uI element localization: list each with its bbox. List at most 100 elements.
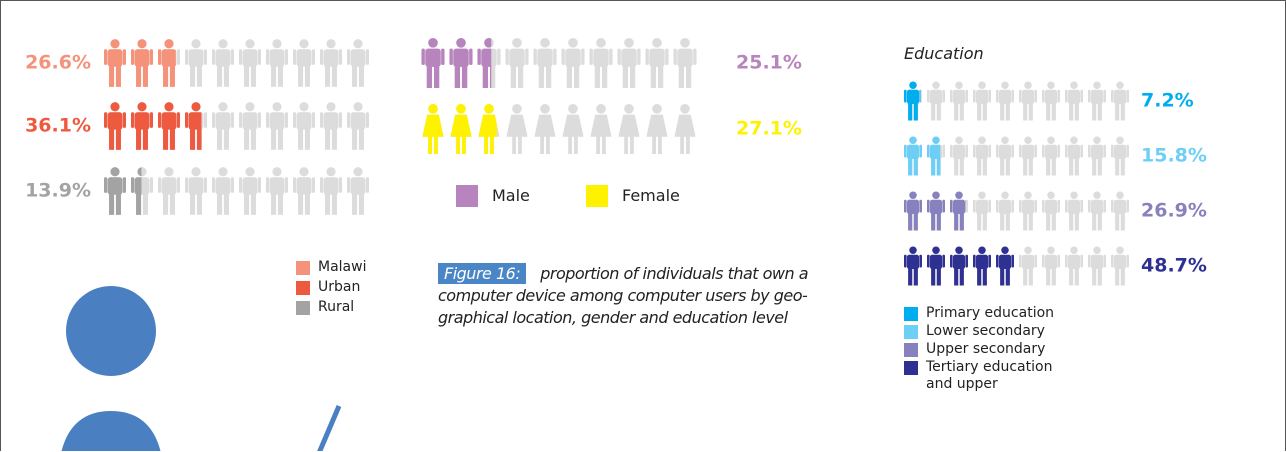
- icon: [239, 39, 261, 87]
- icon: [674, 104, 695, 154]
- icon: [1042, 82, 1060, 121]
- legend-item: Male: [456, 185, 530, 207]
- icon: [1088, 247, 1106, 286]
- value-label: 7.2%: [1141, 90, 1194, 112]
- legend-item: Malawi: [296, 259, 366, 276]
- icon: [996, 137, 1014, 176]
- icon: [904, 137, 922, 176]
- icon-row-background: [904, 82, 1129, 121]
- icon: [645, 38, 668, 88]
- legend-item: Upper secondary: [904, 341, 1045, 358]
- icon: [320, 39, 342, 87]
- icon: [320, 167, 342, 215]
- icon: [212, 102, 234, 150]
- icon: [293, 39, 315, 87]
- icon: [996, 192, 1014, 231]
- value-label: 13.9%: [25, 180, 91, 202]
- icon: [131, 167, 153, 215]
- icon: [590, 104, 611, 154]
- icon: [477, 38, 500, 88]
- icon: [293, 102, 315, 150]
- legend-label: Urban: [318, 279, 360, 296]
- icon: [347, 39, 369, 87]
- icon: [1065, 192, 1083, 231]
- icon: [293, 167, 315, 215]
- icon: [673, 38, 696, 88]
- legend-label: Tertiary education and upper: [926, 359, 1056, 393]
- icon: [1088, 82, 1106, 121]
- icon: [904, 82, 922, 121]
- chart: Education 26.6%36.1%13.9%25.1%27.1%7.2%1…: [1, 1, 1285, 451]
- icon: [1042, 137, 1060, 176]
- icon: [478, 104, 499, 154]
- legend-item: Urban: [296, 279, 360, 296]
- icon: [1019, 247, 1037, 286]
- icon: [1065, 82, 1083, 121]
- icon: [950, 82, 968, 121]
- icon: [266, 167, 288, 215]
- icon: [973, 247, 991, 286]
- icon: [927, 82, 945, 121]
- icon: [185, 39, 207, 87]
- icon: [617, 38, 640, 88]
- legend-label: Primary education: [926, 305, 1054, 322]
- icon: [185, 102, 207, 150]
- icon: [1019, 192, 1037, 231]
- icon: [104, 102, 126, 150]
- legend-swatch: [586, 185, 608, 207]
- icon: [973, 192, 991, 231]
- legend-swatch: [296, 261, 310, 275]
- icon: [104, 39, 126, 87]
- legend-swatch: [904, 325, 918, 339]
- legend-label: Male: [492, 185, 530, 207]
- icon: [1111, 137, 1129, 176]
- legend-item: Female: [586, 185, 680, 207]
- legend-swatch: [296, 281, 310, 295]
- icon: [1065, 137, 1083, 176]
- icon: [927, 247, 945, 286]
- legend-label: Female: [622, 185, 680, 207]
- icon: [450, 104, 471, 154]
- icon: [185, 167, 207, 215]
- icon: [533, 38, 556, 88]
- icon: [1019, 82, 1037, 121]
- legend-swatch: [904, 307, 918, 321]
- legend-swatch: [296, 301, 310, 315]
- icon: [1065, 247, 1083, 286]
- value-label: 25.1%: [736, 52, 802, 74]
- icon: [927, 192, 945, 231]
- icon: [212, 39, 234, 87]
- caption-label: Figure 16:: [438, 263, 526, 284]
- icon: [505, 38, 528, 88]
- icon: [1019, 137, 1037, 176]
- value-label: 36.1%: [25, 115, 91, 137]
- icon: [131, 102, 153, 150]
- icon: [347, 102, 369, 150]
- icon: [562, 104, 583, 154]
- legend-swatch: [904, 343, 918, 357]
- value-label: 48.7%: [1141, 255, 1207, 277]
- legend-label: Malawi: [318, 259, 366, 276]
- icon: [1088, 137, 1106, 176]
- legend-label: Rural: [318, 299, 354, 316]
- icon: [320, 102, 342, 150]
- icon: [973, 82, 991, 121]
- icon: [421, 38, 444, 88]
- icon: [904, 247, 922, 286]
- icon: [449, 38, 472, 88]
- value-label: 26.6%: [25, 52, 91, 74]
- icon: [158, 39, 180, 87]
- icon: [996, 82, 1014, 121]
- legend-item: Tertiary education and upper: [904, 359, 1056, 393]
- icon: [646, 104, 667, 154]
- icon-row-background: [104, 167, 369, 215]
- icon: [904, 192, 922, 231]
- caption: Figure 16:proportion of individuals that…: [438, 263, 828, 329]
- legend-swatch: [456, 185, 478, 207]
- icon: [422, 104, 443, 154]
- icon: [266, 102, 288, 150]
- chart-title: Education: [904, 44, 984, 63]
- icon: [950, 247, 968, 286]
- icon: [973, 137, 991, 176]
- icon: [1042, 192, 1060, 231]
